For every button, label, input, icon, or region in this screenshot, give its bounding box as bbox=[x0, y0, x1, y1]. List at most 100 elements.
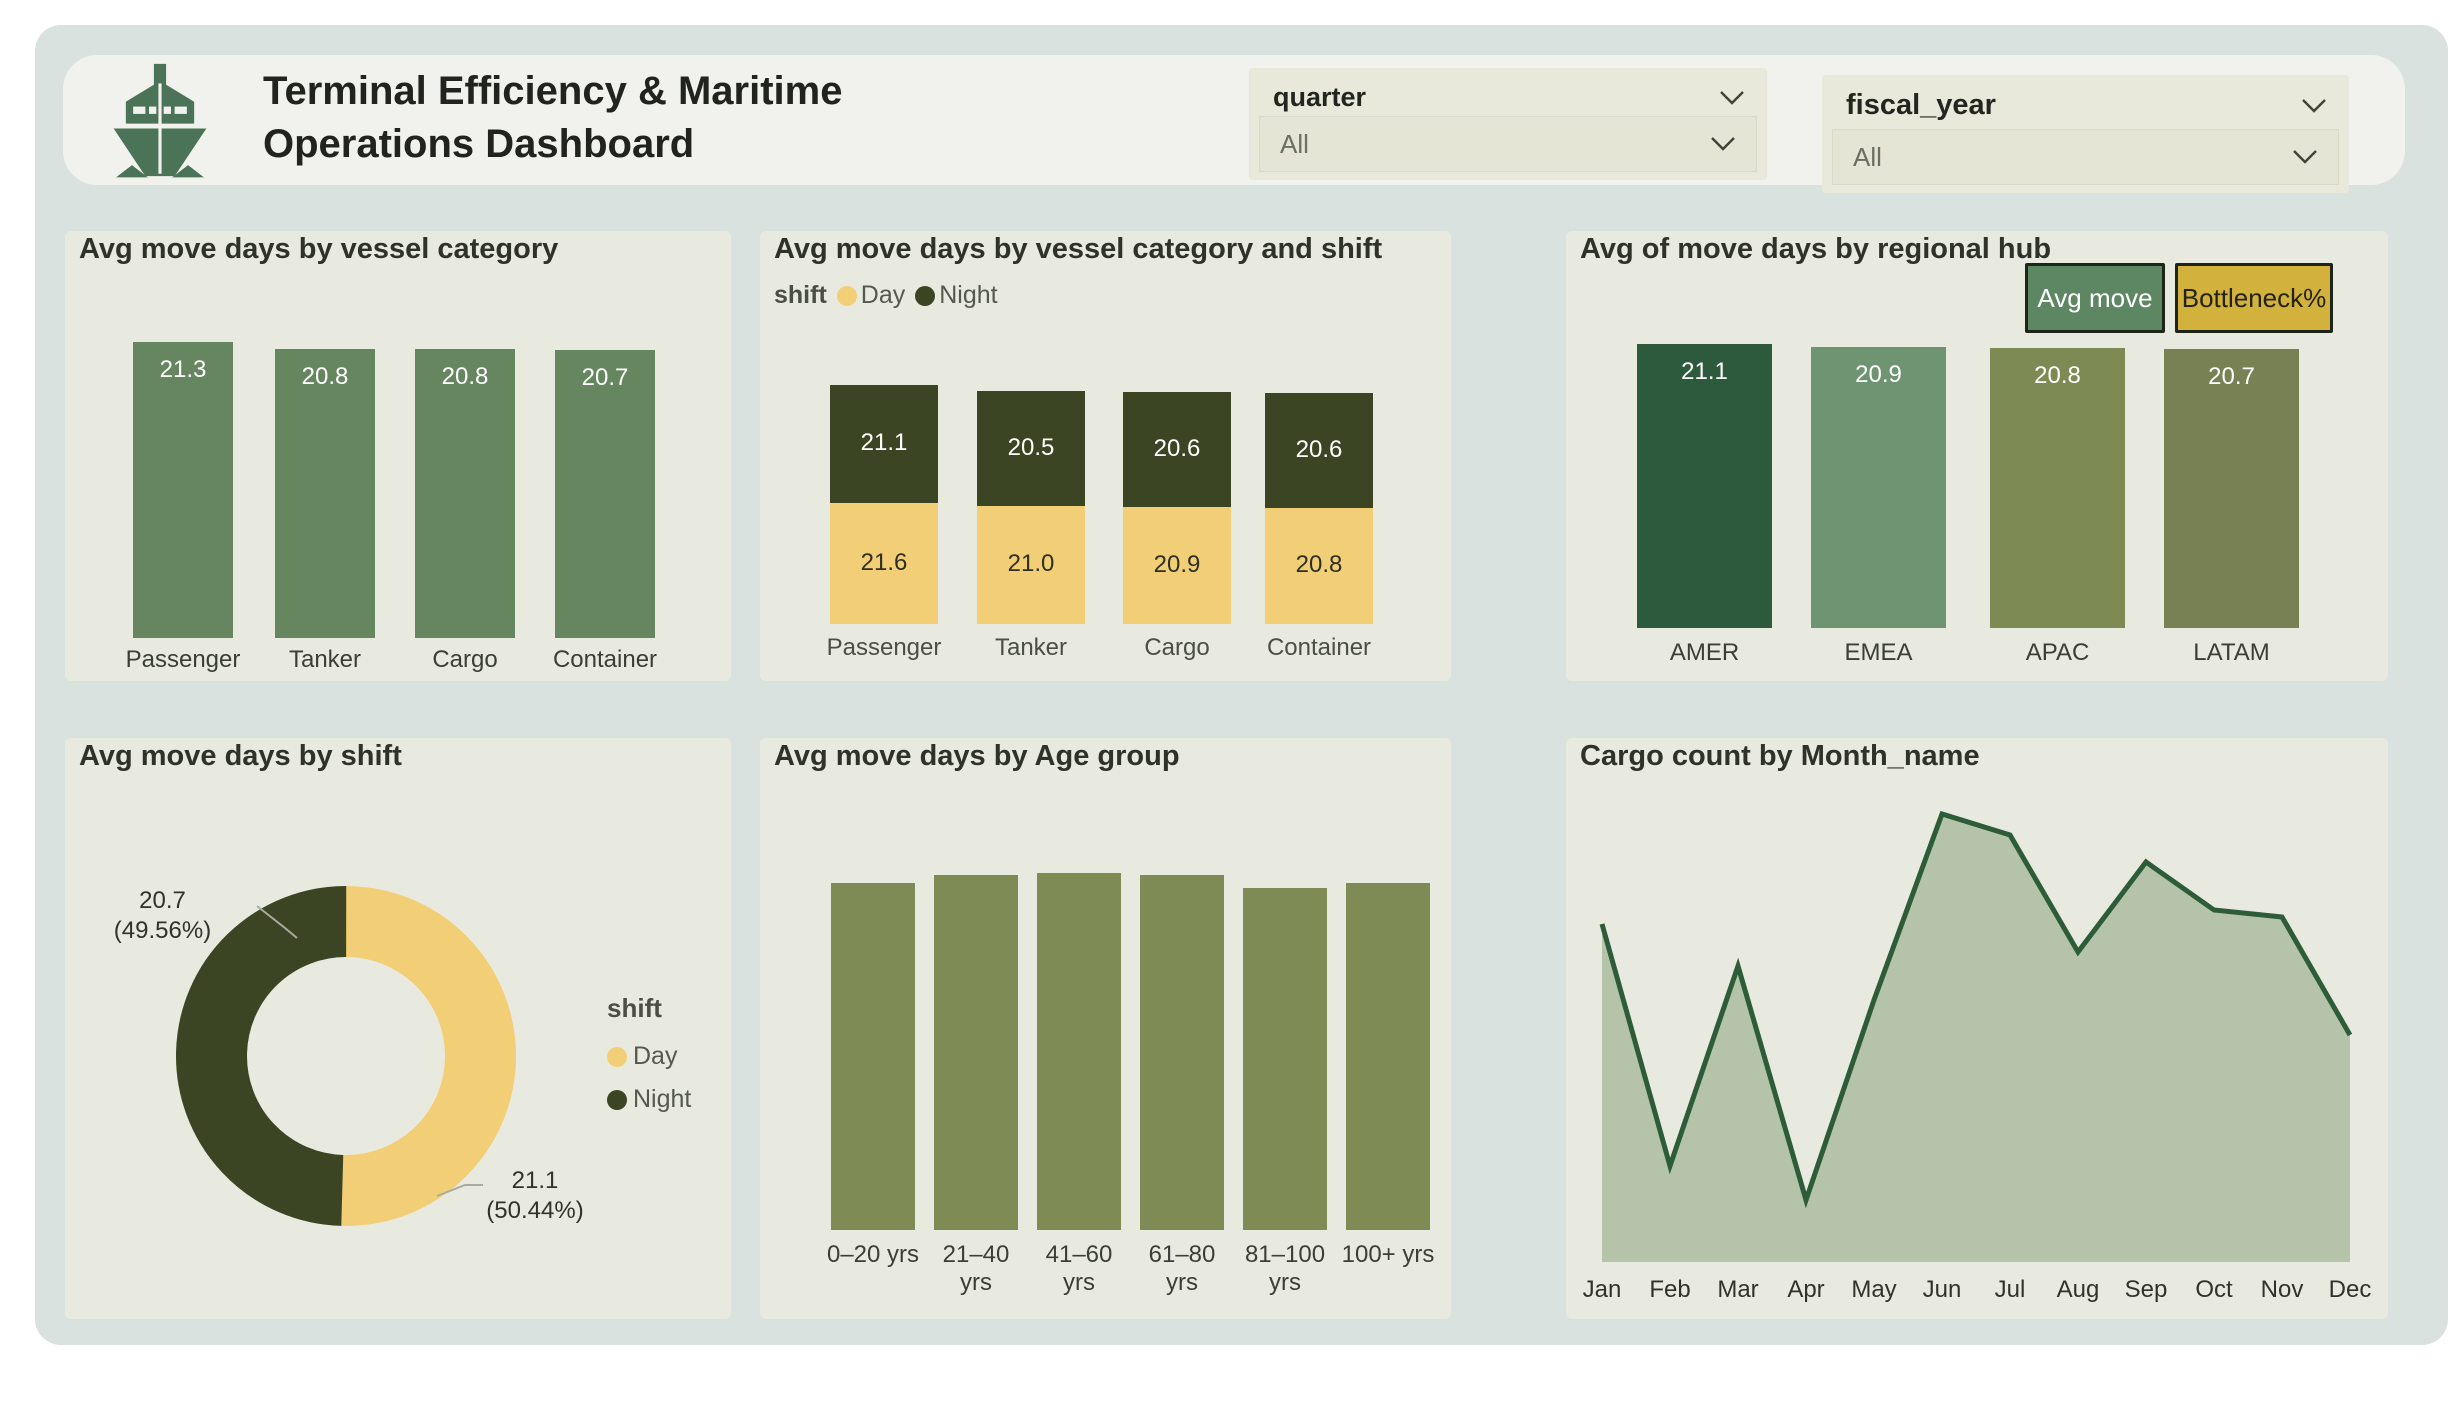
bar-value-label: 20.6 bbox=[1295, 435, 1343, 463]
quarter-slicer-header: quarter bbox=[1249, 68, 1767, 119]
legend-item-day[interactable]: Day bbox=[607, 1042, 691, 1071]
legend-item-night[interactable]: Night bbox=[607, 1085, 691, 1114]
category-label: 0–20 yrs bbox=[826, 1241, 920, 1268]
night-callout-leader-line bbox=[256, 905, 298, 939]
page-title-line1: Terminal Efficiency & Maritime bbox=[263, 69, 843, 113]
month-label-apr: Apr bbox=[1787, 1276, 1825, 1303]
bar-value-label: 21.3 bbox=[159, 356, 207, 383]
category-label: 21–40 yrs bbox=[942, 1241, 1010, 1296]
bar-41-60-yrs[interactable] bbox=[1037, 873, 1121, 1230]
bottleneck-pct-button[interactable]: Bottleneck% bbox=[2175, 263, 2333, 333]
bar-cargo[interactable]: 20.8 bbox=[415, 349, 515, 638]
legend-item-night[interactable]: Night bbox=[939, 281, 998, 309]
category-label: 81–100 yrs bbox=[1244, 1241, 1326, 1296]
month-label-may: May bbox=[1851, 1276, 1897, 1303]
day-legend-dot-icon bbox=[836, 285, 857, 306]
category-label: LATAM bbox=[2193, 639, 2270, 666]
bar-21-40-yrs[interactable] bbox=[934, 875, 1018, 1230]
stacked-bar-day-tanker[interactable]: 21.0 bbox=[977, 506, 1085, 624]
bar-value-label: 21.1 bbox=[860, 429, 908, 456]
bar-apac[interactable]: 20.8 bbox=[1990, 348, 2125, 628]
area-chart-cargo-month[interactable] bbox=[1566, 738, 2388, 1319]
dashboard-canvas: Terminal Efficiency & Maritime Operation… bbox=[35, 25, 2448, 1345]
chart-title: Avg move days by vessel category and shi… bbox=[774, 233, 1383, 265]
bar-value-label: 20.5 bbox=[1007, 433, 1055, 461]
chart-card-avg-move-by-vessel-shift: Avg move days by vessel category and shi… bbox=[760, 231, 1451, 681]
chevron-down-icon[interactable] bbox=[1710, 136, 1736, 152]
stacked-bar-day-container[interactable]: 20.8 bbox=[1265, 508, 1373, 624]
bar-amer[interactable]: 21.1 bbox=[1637, 344, 1772, 628]
category-label: Cargo bbox=[1144, 634, 1210, 661]
chart-card-avg-move-by-vessel: Avg move days by vessel category 21.3 Pas… bbox=[65, 231, 731, 681]
stacked-bar-day-passenger[interactable]: 21.6 bbox=[830, 503, 938, 624]
category-label: Cargo bbox=[432, 646, 498, 673]
month-label-aug: Aug bbox=[2056, 1276, 2100, 1303]
ship-logo-icon bbox=[113, 63, 207, 178]
fiscal-year-slicer-value: All bbox=[1853, 141, 1882, 172]
month-label-dec: Dec bbox=[2328, 1276, 2372, 1303]
bar-passenger[interactable]: 21.3 bbox=[133, 342, 233, 638]
bar-value-label: 21.1 bbox=[1681, 358, 1728, 385]
stacked-bar-night-passenger[interactable]: 21.1 bbox=[830, 385, 938, 503]
category-label: Tanker bbox=[288, 646, 362, 673]
bar-value-label: 20.7 bbox=[581, 364, 629, 391]
chart-card-avg-move-by-shift: Avg move days by shift 20.7 (49.56%) 21.… bbox=[65, 738, 731, 1319]
stacked-bar-day-cargo[interactable]: 20.9 bbox=[1123, 507, 1231, 624]
chart-title: Avg of move days by regional hub bbox=[1580, 233, 2052, 265]
legend-title: shift bbox=[607, 993, 662, 1023]
category-label: Container bbox=[1266, 634, 1372, 661]
fiscal-year-slicer-dropdown[interactable]: All bbox=[1832, 129, 2339, 185]
bar-100+-yrs[interactable] bbox=[1346, 883, 1430, 1230]
quarter-slicer-value: All bbox=[1280, 128, 1309, 159]
donut-chart-shift bbox=[175, 886, 516, 1226]
day-legend-dot-icon bbox=[607, 1046, 627, 1067]
page-title: Terminal Efficiency & Maritime Operation… bbox=[263, 65, 842, 171]
bar-value-label: 20.8 bbox=[441, 363, 489, 390]
avg-move-button[interactable]: Avg move bbox=[2025, 263, 2165, 333]
category-label: Tanker bbox=[994, 634, 1068, 661]
bar-container[interactable]: 20.7 bbox=[555, 350, 655, 638]
stacked-bar-night-cargo[interactable]: 20.6 bbox=[1123, 392, 1231, 507]
chart-title: Avg move days by shift bbox=[79, 740, 402, 772]
category-label: 41–60 yrs bbox=[1045, 1241, 1113, 1296]
month-label-sep: Sep bbox=[2124, 1276, 2168, 1303]
donut-slice-night[interactable] bbox=[175, 886, 516, 1226]
chevron-down-icon[interactable] bbox=[2301, 98, 2327, 114]
legend-item-day[interactable]: Day bbox=[860, 281, 906, 309]
chart-card-cargo-by-month: Cargo count by Month_name Jan Feb Mar Apr Ma… bbox=[1566, 738, 2388, 1319]
stacked-bar-night-tanker[interactable]: 20.5 bbox=[977, 391, 1085, 506]
stacked-bar-night-container[interactable]: 20.6 bbox=[1265, 393, 1373, 508]
category-label: AMER bbox=[1669, 639, 1740, 666]
bar-tanker[interactable]: 20.8 bbox=[275, 349, 375, 638]
bar-emea[interactable]: 20.9 bbox=[1811, 347, 1946, 628]
fiscal-year-slicer-header: fiscal_year bbox=[1822, 75, 2349, 128]
category-label: Passenger bbox=[125, 646, 241, 673]
chart-title: Avg move days by vessel category bbox=[79, 233, 559, 265]
month-label-nov: Nov bbox=[2260, 1276, 2304, 1303]
bar-value-label: 20.8 bbox=[1295, 551, 1343, 578]
page-title-line2: Operations Dashboard bbox=[263, 122, 695, 166]
fiscal-year-slicer-label: fiscal_year bbox=[1846, 89, 1996, 121]
category-label: Passenger bbox=[826, 634, 942, 661]
category-label: Container bbox=[552, 646, 658, 673]
fiscal-year-slicer: fiscal_year All bbox=[1822, 75, 2349, 193]
header-card: Terminal Efficiency & Maritime Operation… bbox=[63, 55, 2405, 193]
quarter-slicer-label: quarter bbox=[1273, 82, 1367, 112]
month-label-feb: Feb bbox=[1649, 1276, 1691, 1303]
bar-latam[interactable]: 20.7 bbox=[2164, 349, 2299, 628]
day-callout-leader-line bbox=[436, 1184, 483, 1197]
chevron-down-icon[interactable] bbox=[2292, 149, 2318, 165]
donut-legend: shift Day Night bbox=[607, 993, 691, 1128]
bar-value-label: 21.6 bbox=[860, 548, 908, 576]
night-legend-dot-icon bbox=[915, 285, 936, 306]
bar-0-20-yrs[interactable] bbox=[831, 883, 915, 1230]
chevron-down-icon[interactable] bbox=[1719, 90, 1745, 106]
bar-value-label: 21.0 bbox=[1007, 550, 1055, 577]
chart-title: Avg move days by Age group bbox=[774, 740, 1180, 772]
quarter-slicer-dropdown[interactable]: All bbox=[1259, 116, 1757, 172]
bar-61-80-yrs[interactable] bbox=[1140, 875, 1224, 1230]
bar-81-100-yrs[interactable] bbox=[1243, 888, 1327, 1230]
chart-title: Cargo count by Month_name bbox=[1580, 740, 1980, 772]
trend-line[interactable] bbox=[1599, 810, 2353, 1209]
category-label: EMEA bbox=[1844, 639, 1913, 666]
